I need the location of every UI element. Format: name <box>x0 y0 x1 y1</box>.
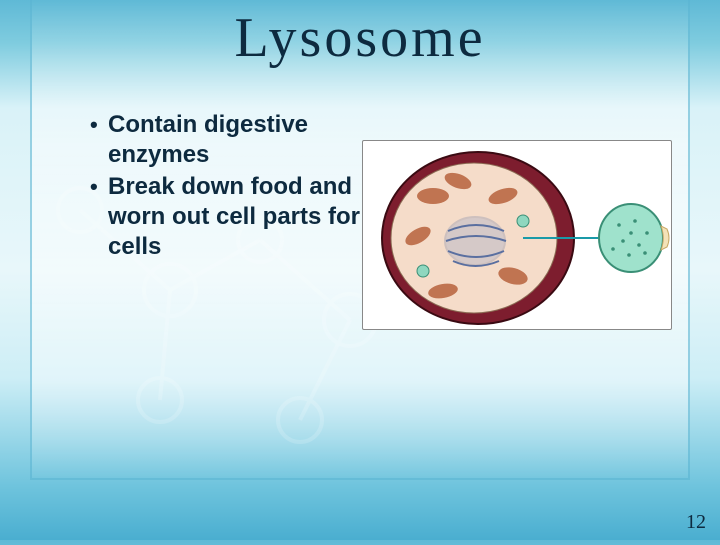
lysosome-closeup <box>599 204 669 272</box>
bullet-marker: • <box>90 110 108 141</box>
slide-title: Lysosome <box>32 6 688 70</box>
cell-diagram <box>362 140 672 330</box>
page-number: 12 <box>686 511 706 534</box>
nucleus-er <box>445 217 506 266</box>
bullet-marker: • <box>90 172 108 203</box>
content-panel: Lysosome • Contain digestive enzymes • B… <box>30 0 690 480</box>
